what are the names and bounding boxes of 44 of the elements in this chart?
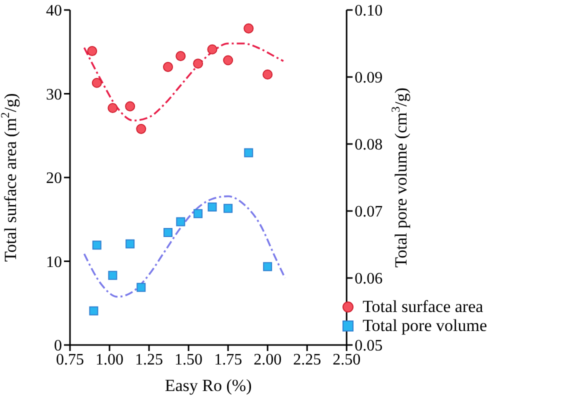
legend-label: Total pore volume xyxy=(362,316,487,335)
point xyxy=(164,228,172,237)
point xyxy=(208,202,217,212)
line-series xyxy=(83,195,286,298)
point xyxy=(89,306,98,316)
x-tick-label: 2.25 xyxy=(293,351,322,368)
y-tick-label: 30 xyxy=(46,86,62,104)
y2-tick-label: 0.06 xyxy=(354,270,383,288)
x-axis-title: Easy Ro (%) xyxy=(164,376,252,395)
point xyxy=(224,204,233,213)
point xyxy=(87,46,98,56)
y2-tick-label: 0.08 xyxy=(354,136,383,154)
line-series xyxy=(83,42,284,122)
point xyxy=(92,240,102,250)
point xyxy=(193,58,204,69)
y2-tick-label: 0.07 xyxy=(354,204,383,221)
point xyxy=(92,78,102,88)
point xyxy=(162,62,174,72)
point xyxy=(244,148,254,158)
point xyxy=(176,217,186,226)
point xyxy=(126,239,135,248)
y-tick-label: 40 xyxy=(46,2,62,20)
x-tick-label: 1.50 xyxy=(174,351,203,368)
point xyxy=(194,209,203,218)
point xyxy=(136,124,146,134)
point xyxy=(108,270,118,280)
x-tick-label: 2.00 xyxy=(254,351,282,368)
point xyxy=(263,262,272,272)
point xyxy=(223,55,234,66)
point xyxy=(136,282,146,292)
point xyxy=(244,23,254,34)
point xyxy=(207,44,218,54)
point xyxy=(125,101,136,112)
x-tick-label: 1.25 xyxy=(135,351,164,368)
y-tick-label: 20 xyxy=(46,170,62,188)
point xyxy=(176,51,186,62)
y2-tick-label: 0.09 xyxy=(354,70,383,87)
x-tick-label: 1.75 xyxy=(214,351,242,368)
legend-label: Total surface area xyxy=(362,297,484,316)
y2-tick-label: 0.10 xyxy=(354,2,383,20)
point xyxy=(108,102,118,113)
x-tick-label: 1.00 xyxy=(96,351,124,368)
y-tick-label: 10 xyxy=(46,254,62,271)
point xyxy=(262,69,273,80)
